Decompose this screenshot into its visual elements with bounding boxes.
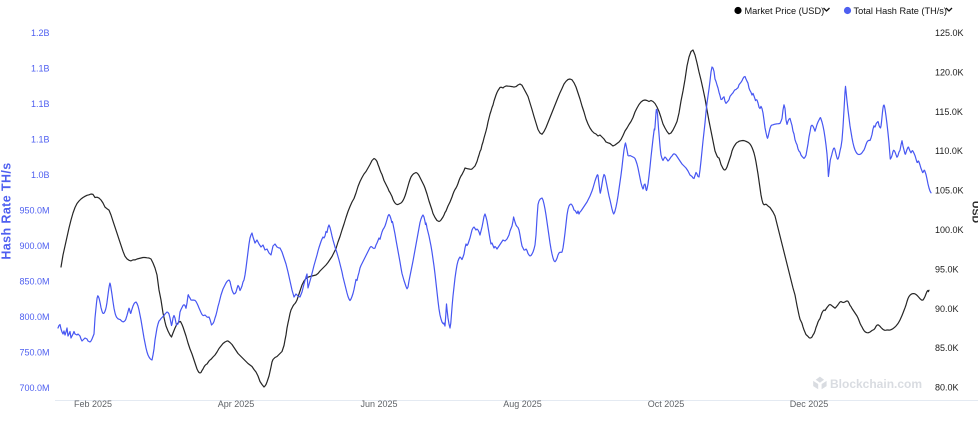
svg-text:110.0K: 110.0K [935,146,963,156]
svg-text:90.0K: 90.0K [935,304,959,314]
svg-text:1.2B: 1.2B [31,28,50,38]
svg-text:100.0K: 100.0K [935,225,964,235]
svg-text:950.0M: 950.0M [19,206,49,216]
svg-text:105.0K: 105.0K [935,186,964,196]
svg-text:80.0K: 80.0K [935,383,959,393]
svg-text:Blockchain.com: Blockchain.com [830,377,922,391]
svg-text:USD: USD [970,201,978,224]
svg-text:85.0K: 85.0K [935,343,959,353]
svg-text:Oct 2025: Oct 2025 [648,399,685,409]
svg-text:1.0B: 1.0B [31,170,50,180]
svg-text:700.0M: 700.0M [19,383,49,393]
svg-text:1.1B: 1.1B [31,64,50,74]
svg-text:Market Price (USD): Market Price (USD) [745,6,825,16]
svg-text:Hash Rate TH/s: Hash Rate TH/s [0,162,14,259]
svg-text:120.0K: 120.0K [935,67,964,77]
svg-text:115.0K: 115.0K [935,107,963,117]
svg-text:Total Hash Rate (TH/s): Total Hash Rate (TH/s) [854,6,947,16]
svg-text:Aug 2025: Aug 2025 [503,399,542,409]
svg-text:Apr 2025: Apr 2025 [218,399,255,409]
svg-text:Feb 2025: Feb 2025 [74,399,112,409]
svg-text:900.0M: 900.0M [19,241,49,251]
svg-text:800.0M: 800.0M [19,312,49,322]
svg-text:750.0M: 750.0M [19,348,49,358]
svg-text:1.1B: 1.1B [31,135,50,145]
svg-text:1.1B: 1.1B [31,99,50,109]
svg-text:850.0M: 850.0M [19,277,49,287]
svg-text:Jun 2025: Jun 2025 [360,399,397,409]
svg-text:Dec 2025: Dec 2025 [790,399,829,409]
svg-text:125.0K: 125.0K [935,28,964,38]
svg-text:95.0K: 95.0K [935,264,959,274]
